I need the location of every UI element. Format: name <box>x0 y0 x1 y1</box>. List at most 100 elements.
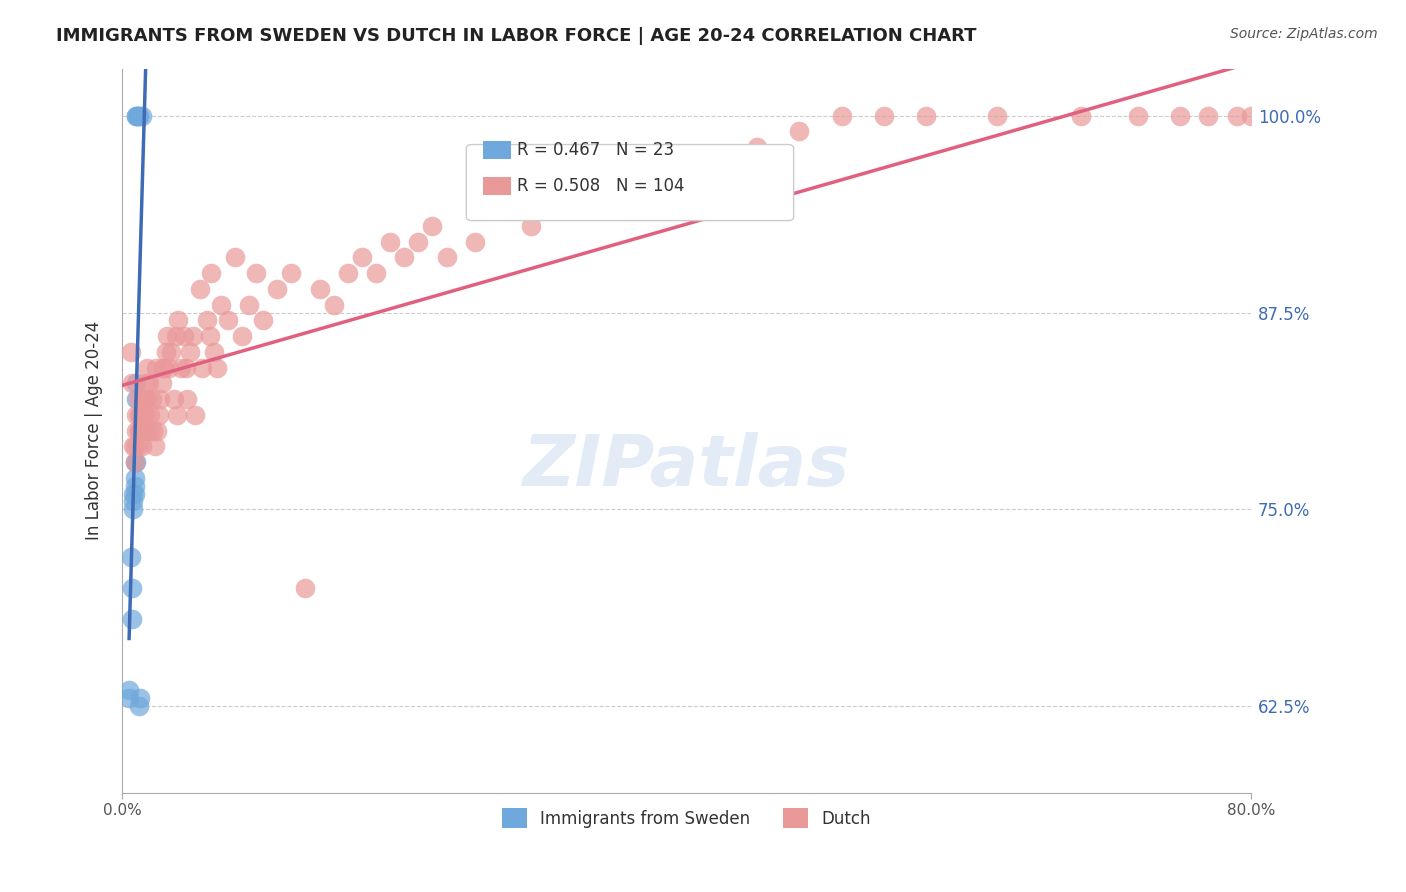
Point <box>131 109 153 123</box>
Point <box>176 392 198 406</box>
Point <box>745 140 768 154</box>
Bar <box>484 178 512 195</box>
Point <box>134 424 156 438</box>
Point <box>120 549 142 564</box>
Point <box>703 156 725 170</box>
Point <box>120 344 142 359</box>
Point <box>464 235 486 249</box>
Point <box>150 376 173 391</box>
Point <box>619 171 641 186</box>
Point <box>122 439 145 453</box>
Point <box>188 282 211 296</box>
Point <box>1197 109 1219 123</box>
FancyBboxPatch shape <box>467 145 793 220</box>
Point <box>1339 109 1361 123</box>
Point <box>125 109 148 123</box>
Point <box>1070 109 1092 123</box>
Point <box>1254 109 1277 123</box>
Point <box>266 282 288 296</box>
Point <box>364 266 387 280</box>
Point <box>141 392 163 406</box>
Point <box>174 360 197 375</box>
Point <box>167 313 190 327</box>
Point <box>132 392 155 406</box>
Point <box>378 235 401 249</box>
Point <box>118 691 141 706</box>
Point <box>394 251 416 265</box>
Point <box>209 298 232 312</box>
Point <box>548 203 571 218</box>
Point <box>129 408 152 422</box>
Point <box>125 392 148 406</box>
Point <box>184 408 207 422</box>
Point <box>1282 109 1305 123</box>
Point <box>138 424 160 438</box>
Point <box>1126 109 1149 123</box>
Point <box>202 344 225 359</box>
Point <box>139 408 162 422</box>
Point <box>132 424 155 438</box>
Point <box>156 329 179 343</box>
Text: ZIPatlas: ZIPatlas <box>523 433 851 501</box>
Point <box>145 360 167 375</box>
Point <box>131 439 153 453</box>
Point <box>205 360 228 375</box>
Point <box>280 266 302 280</box>
Point <box>179 344 201 359</box>
Point <box>252 313 274 327</box>
Point <box>138 376 160 391</box>
Point <box>124 478 146 492</box>
Point <box>125 455 148 469</box>
Point <box>492 203 515 218</box>
Bar <box>484 141 512 159</box>
Point <box>128 699 150 714</box>
Point <box>1168 109 1191 123</box>
Point <box>134 392 156 406</box>
Point <box>127 439 149 453</box>
Point <box>132 408 155 422</box>
Point <box>198 329 221 343</box>
Text: R = 0.508   N = 104: R = 0.508 N = 104 <box>517 177 685 194</box>
Legend: Immigrants from Sweden, Dutch: Immigrants from Sweden, Dutch <box>495 801 877 835</box>
Point <box>124 439 146 453</box>
Point <box>129 691 152 706</box>
Point <box>128 408 150 422</box>
Point <box>422 219 444 233</box>
Point <box>128 424 150 438</box>
Point <box>224 251 246 265</box>
Point <box>148 408 170 422</box>
Point <box>986 109 1008 123</box>
Point <box>217 313 239 327</box>
Point <box>124 471 146 485</box>
Point <box>155 344 177 359</box>
Point <box>787 124 810 138</box>
Point <box>831 109 853 123</box>
Point <box>200 266 222 280</box>
Point <box>152 360 174 375</box>
Point <box>238 298 260 312</box>
Point <box>576 187 599 202</box>
Text: Source: ZipAtlas.com: Source: ZipAtlas.com <box>1230 27 1378 41</box>
Point <box>191 360 214 375</box>
Point <box>245 266 267 280</box>
Point <box>142 424 165 438</box>
Point <box>143 439 166 453</box>
Point <box>336 266 359 280</box>
Point <box>165 329 187 343</box>
Point <box>125 424 148 438</box>
Point <box>915 109 938 123</box>
Point <box>170 360 193 375</box>
Point <box>231 329 253 343</box>
Point <box>153 360 176 375</box>
Point <box>129 424 152 438</box>
Point <box>136 360 159 375</box>
Point <box>661 171 683 186</box>
Point <box>520 219 543 233</box>
Point <box>136 392 159 406</box>
Text: IMMIGRANTS FROM SWEDEN VS DUTCH IN LABOR FORCE | AGE 20-24 CORRELATION CHART: IMMIGRANTS FROM SWEDEN VS DUTCH IN LABOR… <box>56 27 977 45</box>
Point <box>124 486 146 500</box>
Point <box>173 329 195 343</box>
Point <box>134 408 156 422</box>
Point <box>350 251 373 265</box>
Point <box>1226 109 1249 123</box>
